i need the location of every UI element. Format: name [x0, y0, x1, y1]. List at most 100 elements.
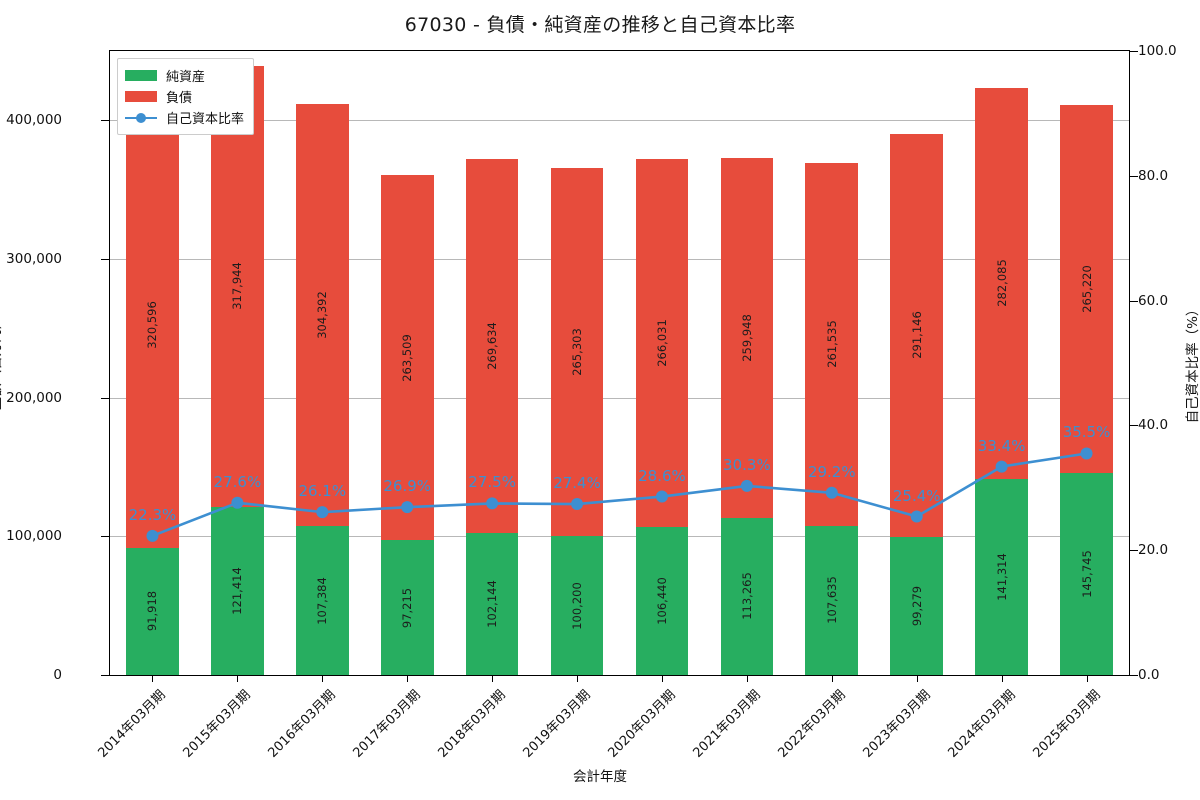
bar-segment-equity[interactable]: 102,144: [465, 533, 519, 675]
y-axis-left-tick-label: 0: [53, 667, 62, 683]
line-marker[interactable]: [401, 501, 414, 514]
x-axis-tick: [1086, 676, 1088, 682]
gridline: [110, 536, 1129, 538]
bar-segment-equity[interactable]: 145,745: [1060, 472, 1113, 675]
bar-group[interactable]: 107,384 304,392: [295, 104, 349, 675]
bar-segment-equity[interactable]: 99,279: [890, 537, 944, 675]
bar-segment-liabilities[interactable]: 304,392: [295, 104, 349, 527]
bar-segment-equity[interactable]: 107,384: [295, 526, 349, 675]
line-marker[interactable]: [740, 479, 753, 492]
x-axis-tick-label: 2014年03月期: [95, 687, 170, 761]
bar-group[interactable]: 145,745 265,220: [1060, 105, 1113, 675]
y-axis-right-tick-label: 0.0: [1138, 667, 1160, 683]
legend-swatch-equity-ratio: [125, 112, 157, 123]
y-axis-left-tick-label: 100,000: [6, 528, 62, 545]
line-marker[interactable]: [655, 490, 668, 503]
line-value-label: 27.6%: [213, 472, 262, 491]
bar-group[interactable]: 121,414 317,944: [211, 65, 264, 675]
bar-segment-liabilities[interactable]: 259,948: [720, 157, 774, 518]
y-axis-right-label: 自己資本比率（%）: [1185, 302, 1200, 424]
x-axis-tick-label: 2023年03月期: [860, 687, 934, 761]
plot-area: 91,918 320,596 121,414 317,944 107,384 304,39…: [109, 50, 1130, 676]
bar-series-layer: 91,918 320,596 121,414 317,944 107,384 304,39…: [110, 51, 1129, 675]
bar-segment-liabilities[interactable]: 320,596: [126, 103, 179, 548]
line-marker[interactable]: [825, 486, 838, 499]
legend-item[interactable]: 自己資本比率: [125, 107, 244, 128]
bar-segment-liabilities[interactable]: 317,944: [211, 65, 264, 507]
bar-segment-equity[interactable]: 106,440: [635, 527, 689, 675]
line-marker[interactable]: [486, 497, 499, 510]
bar-segment-liabilities[interactable]: 282,085: [975, 87, 1028, 480]
bar-group[interactable]: 113,265 259,948: [720, 157, 774, 675]
line-value-label: 33.4%: [977, 436, 1026, 455]
bar-segment-equity[interactable]: 107,635: [805, 525, 859, 675]
x-axis-label: 会計年度: [573, 769, 627, 785]
y-axis-left-tick: [101, 120, 109, 122]
line-value-label: 29.2%: [807, 462, 856, 481]
y-axis-left-label: 金額（百万円）: [0, 315, 4, 411]
y-axis-right-tick: [1130, 675, 1138, 676]
bar-group[interactable]: 91,918 320,596: [126, 103, 179, 675]
y-axis-right-tick: [1130, 425, 1138, 427]
bar-segment-liabilities[interactable]: 269,634: [465, 159, 519, 534]
bar-segment-equity[interactable]: 121,414: [211, 506, 264, 675]
line-marker[interactable]: [146, 529, 159, 542]
bar-segment-liabilities[interactable]: 263,509: [380, 174, 434, 541]
x-axis-tick-label: 2024年03月期: [945, 687, 1019, 761]
line-marker[interactable]: [316, 506, 329, 519]
bar-segment-equity[interactable]: 113,265: [720, 517, 774, 675]
bar-segment-equity[interactable]: 100,200: [550, 536, 604, 675]
x-axis-tick-label: 2017年03月期: [350, 687, 424, 761]
bar-group[interactable]: 102,144 269,634: [465, 159, 519, 675]
x-axis-tick: [1001, 676, 1003, 682]
y-axis-right-tick: [1130, 300, 1138, 302]
line-marker[interactable]: [231, 496, 244, 509]
bar-segment-equity[interactable]: 91,918: [126, 547, 179, 675]
bar-group[interactable]: 107,635 261,535: [805, 163, 859, 675]
bar-group[interactable]: 97,215 263,509: [380, 174, 434, 675]
legend-item-label: 純資産: [166, 70, 206, 85]
bar-group[interactable]: 141,314 282,085: [975, 87, 1028, 675]
legend-item-label: 自己資本比率: [166, 112, 245, 127]
y-axis-left-tick-label: 400,000: [6, 112, 62, 129]
y-axis-left-tick-label: 300,000: [6, 251, 62, 267]
legend: 純資産 負債自己資本比率: [117, 58, 255, 135]
legend-item[interactable]: 純資産: [125, 65, 244, 86]
equity-ratio-line: [151, 452, 1087, 538]
line-value-label: 35.5%: [1062, 423, 1111, 442]
line-marker[interactable]: [910, 510, 923, 523]
y-axis-right-tick-label: 20.0: [1138, 542, 1169, 559]
page-title: 67030 - 負債・純資産の推移と自己資本比率: [404, 14, 796, 36]
bar-group[interactable]: 100,200 265,303: [550, 168, 604, 675]
x-axis-tick-label: 2020年03月期: [605, 687, 679, 761]
line-value-label: 27.4%: [553, 474, 601, 493]
y-axis-left-tick: [101, 259, 109, 260]
bar-segment-liabilities[interactable]: 266,031: [635, 158, 689, 528]
line-marker[interactable]: [571, 498, 584, 511]
bar-segment-liabilities[interactable]: 265,220: [1060, 105, 1113, 473]
gridline: [110, 120, 1129, 122]
x-axis-tick: [661, 676, 663, 682]
bar-segment-liabilities[interactable]: 265,303: [550, 168, 604, 537]
y-axis-right-tick: [1130, 550, 1138, 552]
line-value-label: 26.1%: [298, 482, 347, 501]
x-axis-tick-label: 2019年03月期: [520, 687, 594, 761]
gridline: [110, 259, 1129, 260]
y-axis-left-tick: [101, 675, 109, 676]
y-axis-right-tick-label: 40.0: [1138, 417, 1169, 434]
y-axis-right-tick-label: 80.0: [1138, 167, 1169, 184]
bar-segment-liabilities[interactable]: 291,146: [890, 133, 944, 538]
x-axis-tick: [152, 676, 154, 682]
line-marker[interactable]: [1080, 447, 1093, 460]
line-marker[interactable]: [995, 460, 1008, 473]
bar-group[interactable]: 106,440 266,031: [635, 158, 689, 675]
legend-item[interactable]: 負債: [125, 86, 244, 107]
y-axis-left-tick: [101, 536, 109, 538]
bar-group[interactable]: 99,279 291,146: [890, 133, 944, 675]
x-axis-tick: [916, 676, 918, 682]
bar-segment-liabilities[interactable]: 261,535: [805, 163, 859, 526]
bar-segment-equity[interactable]: 141,314: [975, 479, 1028, 675]
bar-segment-equity[interactable]: 97,215: [380, 540, 434, 675]
x-axis-tick-label: 2021年03月期: [690, 687, 764, 761]
